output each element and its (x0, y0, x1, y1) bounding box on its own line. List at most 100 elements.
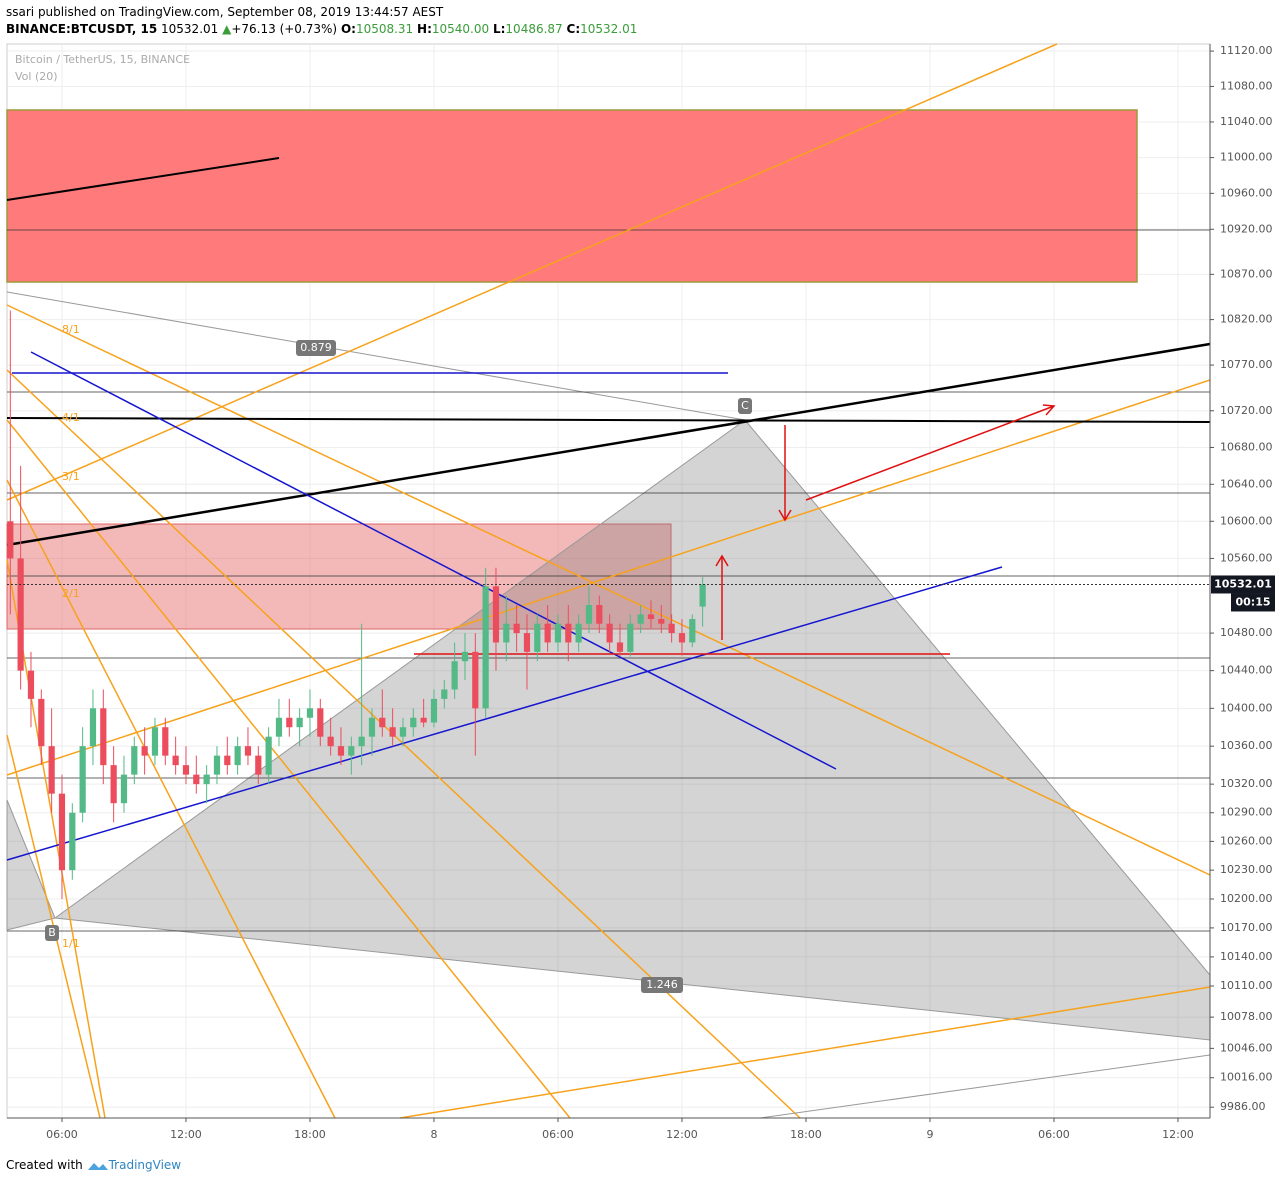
created-with: Created with (6, 1158, 83, 1172)
y-tick-label: 10230.00 (1220, 863, 1273, 876)
y-tick-label: 10260.00 (1220, 834, 1273, 847)
y-tick-label: 9986.00 (1220, 1100, 1266, 1113)
pattern-line (759, 1054, 1211, 1119)
arrow (805, 405, 1055, 501)
harmonic-pattern (6, 799, 56, 931)
candle-body (368, 717, 376, 737)
y-tick-label: 11040.00 (1220, 115, 1273, 128)
candle-body (627, 623, 634, 652)
supply-zone (6, 523, 672, 630)
y-tick-label: 10600.00 (1220, 514, 1273, 527)
candle-body (461, 651, 469, 662)
candle-body (678, 633, 686, 643)
price-tag (1211, 575, 1275, 594)
brand: TradingView (108, 1158, 182, 1172)
symbol-line: BINANCE:BTCUSDT, 15 10532.01 ▲+76.13 (+0… (6, 22, 637, 36)
candle-body (482, 586, 489, 709)
candle-body (265, 736, 272, 775)
candle-body (224, 755, 231, 766)
candle-body (689, 619, 696, 643)
x-tick-label: 18:00 (294, 1128, 326, 1141)
arrow-head (1042, 404, 1056, 416)
close: 10532.01 (580, 22, 638, 36)
y-tick-label: 10960.00 (1220, 186, 1273, 199)
candle-body (38, 698, 45, 747)
candle-body (441, 689, 448, 699)
candle-body (337, 746, 345, 756)
axes: 11120.00 11080.00 11040.00 11000.00 10960.00… (7, 44, 1275, 1141)
candle-body (668, 623, 675, 634)
countdown-label: 00:15 (1235, 595, 1270, 608)
annotation: C (741, 399, 749, 412)
candle-body (410, 717, 417, 728)
label-box (641, 977, 683, 993)
candle-body (596, 605, 603, 624)
y-tick-label: 10770.00 (1220, 358, 1273, 371)
candle-body (110, 765, 117, 804)
drawings (6, 43, 1211, 1119)
fan-line (6, 304, 1211, 876)
pattern-line (6, 291, 746, 421)
candle-body (182, 765, 190, 775)
fan-line (6, 43, 1058, 501)
fan-label: 8/1 (62, 323, 80, 336)
price-tag-label: 10532.01 (1214, 577, 1272, 590)
blue-line (6, 566, 1003, 861)
candle-body (58, 793, 66, 871)
candle-body (162, 727, 169, 756)
x-tick-label: 12:00 (666, 1128, 698, 1141)
candle-body (472, 651, 479, 709)
candle-body (7, 521, 14, 559)
candle-body (430, 698, 438, 723)
y-tick-label: 10640.00 (1220, 477, 1273, 490)
symbol: BINANCE:BTCUSDT, 15 (6, 22, 158, 36)
y-tick-label: 10720.00 (1220, 404, 1273, 417)
countdown-tag (1231, 593, 1275, 612)
candle-body (89, 708, 97, 747)
candle-body (193, 774, 200, 785)
candle-body (286, 717, 293, 728)
candle-body (275, 717, 283, 737)
candle-body (27, 670, 35, 699)
candle-body (203, 774, 210, 785)
fan-line (6, 419, 571, 1119)
fan-line (399, 986, 1211, 1119)
y-tick-label: 11000.00 (1220, 151, 1273, 164)
candle-body (534, 623, 541, 652)
c-label: C: (566, 22, 581, 36)
candle-body (513, 623, 520, 634)
candle-body (399, 727, 407, 737)
arrow: ▲ (222, 22, 232, 36)
y-tick-label: 10140.00 (1220, 950, 1273, 963)
y-tick-label: 10440.00 (1220, 664, 1273, 677)
fan-label: 4/1 (62, 411, 80, 424)
candle-body (544, 623, 551, 643)
candle-body (131, 746, 138, 775)
x-tick-label: 06:00 (46, 1128, 78, 1141)
arrow-head (715, 554, 729, 567)
series-title: Bitcoin / TetherUS, 15, BINANCE (15, 53, 190, 66)
trend-line (6, 342, 1211, 547)
candle-body (379, 717, 386, 728)
y-tick-label: 10170.00 (1220, 921, 1273, 934)
candle-body (48, 746, 55, 794)
arrow-head (778, 509, 792, 522)
candle-body (234, 746, 241, 766)
annotations: 0.879 1.246 C B 8/1 4/1 3/1 2/1 1/1 (45, 323, 752, 993)
y-tick-label: 10110.00 (1220, 979, 1273, 992)
change: +76.13 (+0.73%) (231, 22, 338, 36)
indicator-title: Vol (20) (15, 70, 58, 83)
candle-body (255, 755, 262, 775)
x-tick-label: 06:00 (1038, 1128, 1070, 1141)
x-tick-label: 18:00 (790, 1128, 822, 1141)
footer: Created with TradingView (6, 1158, 181, 1172)
open: 10508.31 (355, 22, 414, 36)
chart: Bitcoin / TetherUS, 15, BINANCE Vol (20)… (6, 43, 1275, 1141)
candle-body (606, 623, 613, 643)
annotation: 1.246 (646, 978, 678, 991)
annotation: B (48, 926, 56, 939)
y-tick-label: 10870.00 (1220, 267, 1273, 280)
candle-body (616, 642, 624, 652)
resistance-zone (6, 109, 1138, 283)
annotation: 0.879 (300, 341, 332, 354)
